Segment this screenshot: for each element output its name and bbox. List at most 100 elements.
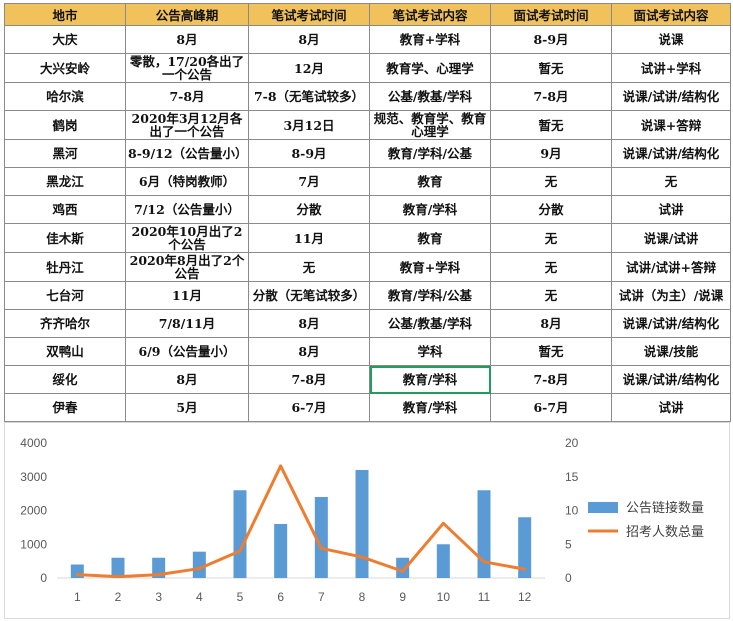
table-cell[interactable]: 教育/学科 xyxy=(369,195,491,224)
city-cell[interactable]: 鹤岗 xyxy=(4,110,126,140)
table-cell[interactable]: 无 xyxy=(490,223,612,253)
table-cell[interactable]: 规范、教育学、教育心理学 xyxy=(369,110,491,140)
city-cell[interactable]: 哈尔滨 xyxy=(4,82,126,111)
table-cell[interactable]: 无 xyxy=(490,281,612,310)
city-cell[interactable]: 牡丹江 xyxy=(4,252,126,282)
column-header[interactable]: 面试考试时间 xyxy=(490,3,612,26)
table-cell[interactable]: 9月 xyxy=(490,139,612,168)
table-cell[interactable]: 5月 xyxy=(125,393,249,422)
table-cell[interactable]: 说课 xyxy=(611,25,731,54)
table-cell[interactable]: 7月 xyxy=(248,167,370,196)
table-cell[interactable]: 教育/学科/公基 xyxy=(369,281,491,310)
cell-text: 说课/试讲/结构化 xyxy=(622,89,720,104)
table-cell[interactable]: 暂无 xyxy=(490,337,612,366)
chart-area[interactable]: 0 1000 2000 3000 4000 0 5 10 15 20 1 2 3 4 5 6 7 8 9 10 11… xyxy=(4,422,730,619)
column-header[interactable]: 笔试考试内容 xyxy=(369,3,491,26)
table-cell[interactable]: 试讲 xyxy=(611,195,731,224)
city-cell[interactable]: 双鸭山 xyxy=(4,337,126,366)
city-cell[interactable]: 大庆 xyxy=(4,25,126,54)
column-header[interactable]: 地市 xyxy=(4,3,126,26)
table-cell[interactable]: 学科 xyxy=(369,337,491,366)
table-cell[interactable]: 暂无 xyxy=(490,53,612,83)
table-cell[interactable]: 教育+学科 xyxy=(369,25,491,54)
x-tick-label: 8 xyxy=(359,590,366,604)
table-cell[interactable]: 无 xyxy=(611,167,731,196)
table-cell[interactable]: 7-8月 xyxy=(125,82,249,111)
table-cell[interactable]: 试讲 xyxy=(611,393,731,422)
table-cell[interactable]: 11月 xyxy=(125,281,249,310)
table-cell[interactable]: 8-9月 xyxy=(248,139,370,168)
table-cell[interactable]: 6-7月 xyxy=(248,393,370,422)
table-cell[interactable]: 说课/技能 xyxy=(611,337,731,366)
table-cell[interactable]: 8-9/12（公告量小） xyxy=(125,139,249,168)
table-cell[interactable]: 8月 xyxy=(248,337,370,366)
table-cell[interactable]: 暂无 xyxy=(490,110,612,140)
table-cell[interactable]: 8月 xyxy=(248,25,370,54)
table-cell[interactable]: 8-9月 xyxy=(490,25,612,54)
table-cell[interactable]: 6月（特岗教师） xyxy=(125,167,249,196)
table-cell[interactable]: 教育学、心理学 xyxy=(369,53,491,83)
table-cell[interactable]: 说课/试讲/结构化 xyxy=(611,309,731,338)
table-cell[interactable]: 11月 xyxy=(248,223,370,253)
table-cell[interactable]: 7-8（无笔试较多） xyxy=(248,82,370,111)
city-cell[interactable]: 鸡西 xyxy=(4,195,126,224)
city-cell[interactable]: 齐齐哈尔 xyxy=(4,309,126,338)
table-cell[interactable]: 12月 xyxy=(248,53,370,83)
table-cell[interactable]: 说课/试讲/结构化 xyxy=(611,365,731,394)
table-cell[interactable]: 试讲/试讲+答辩 xyxy=(611,252,731,282)
table-cell[interactable]: 说课+答辩 xyxy=(611,110,731,140)
table-cell[interactable]: 3月12日 xyxy=(248,110,370,140)
table-cell[interactable]: 7-8月 xyxy=(248,365,370,394)
table-cell[interactable]: 说课/试讲/结构化 xyxy=(611,139,731,168)
table-cell[interactable]: 无 xyxy=(490,167,612,196)
table-cell[interactable]: 8月 xyxy=(490,309,612,338)
table-cell[interactable]: 2020年10月出了2个公告 xyxy=(125,223,249,253)
table-cell[interactable]: 6-7月 xyxy=(490,393,612,422)
cell-text: 说课/试讲/结构化 xyxy=(622,316,720,331)
cell-text: 6/9（公告量小） xyxy=(138,344,236,359)
city-cell[interactable]: 大兴安岭 xyxy=(4,53,126,83)
line-series xyxy=(75,464,527,579)
table-cell[interactable]: 无 xyxy=(248,252,370,282)
table-cell[interactable]: 无 xyxy=(490,252,612,282)
table-cell[interactable]: 教育/学科 xyxy=(369,365,491,394)
table-cell[interactable]: 8月 xyxy=(125,365,249,394)
table-cell[interactable]: 分散（无笔试较多） xyxy=(248,281,370,310)
cell-text: 无 xyxy=(544,288,558,303)
city-cell[interactable]: 黑河 xyxy=(4,139,126,168)
city-cell[interactable]: 七台河 xyxy=(4,281,126,310)
column-header[interactable]: 笔试考试时间 xyxy=(248,3,370,26)
city-cell[interactable]: 伊春 xyxy=(4,393,126,422)
table-cell[interactable]: 2020年8月出了2个公告 xyxy=(125,252,249,282)
table-cell[interactable]: 2020年3月12月各出了一个公告 xyxy=(125,110,249,140)
table-cell[interactable]: 教育/学科 xyxy=(369,393,491,422)
city-cell[interactable]: 绥化 xyxy=(4,365,126,394)
city-cell[interactable]: 佳木斯 xyxy=(4,223,126,253)
table-cell[interactable]: 教育 xyxy=(369,223,491,253)
x-tick-label: 5 xyxy=(237,590,244,604)
table-cell[interactable]: 试讲+学科 xyxy=(611,53,731,83)
table-cell[interactable]: 分散 xyxy=(248,195,370,224)
table-cell[interactable]: 7-8月 xyxy=(490,365,612,394)
table-cell[interactable]: 6/9（公告量小） xyxy=(125,337,249,366)
table-cell[interactable]: 教育 xyxy=(369,167,491,196)
table-cell[interactable]: 分散 xyxy=(490,195,612,224)
city-cell[interactable]: 黑龙江 xyxy=(4,167,126,196)
table-cell[interactable]: 说课/试讲/结构化 xyxy=(611,82,731,111)
table-cell[interactable]: 试讲（为主）/说课 xyxy=(611,281,731,310)
table-cell[interactable]: 公基/教基/学科 xyxy=(369,82,491,111)
table-cell[interactable]: 教育+学科 xyxy=(369,252,491,282)
table-cell[interactable]: 零散，17/20各出了一个公告 xyxy=(125,53,249,83)
table-cell[interactable]: 教育/学科/公基 xyxy=(369,139,491,168)
table-cell[interactable]: 8月 xyxy=(125,25,249,54)
table-cell[interactable]: 公基/教基/学科 xyxy=(369,309,491,338)
column-header[interactable]: 公告高峰期 xyxy=(125,3,249,26)
cell-text: 公基/教基/学科 xyxy=(387,316,473,331)
table-cell[interactable]: 7/12（公告量小） xyxy=(125,195,249,224)
table-cell[interactable]: 8月 xyxy=(248,309,370,338)
table-cell[interactable]: 7-8月 xyxy=(490,82,612,111)
table-cell[interactable]: 7/8/11月 xyxy=(125,309,249,338)
table-cell[interactable]: 说课/试讲 xyxy=(611,223,731,253)
cell-text: 学科 xyxy=(417,344,443,359)
column-header[interactable]: 面试考试内容 xyxy=(611,3,731,26)
